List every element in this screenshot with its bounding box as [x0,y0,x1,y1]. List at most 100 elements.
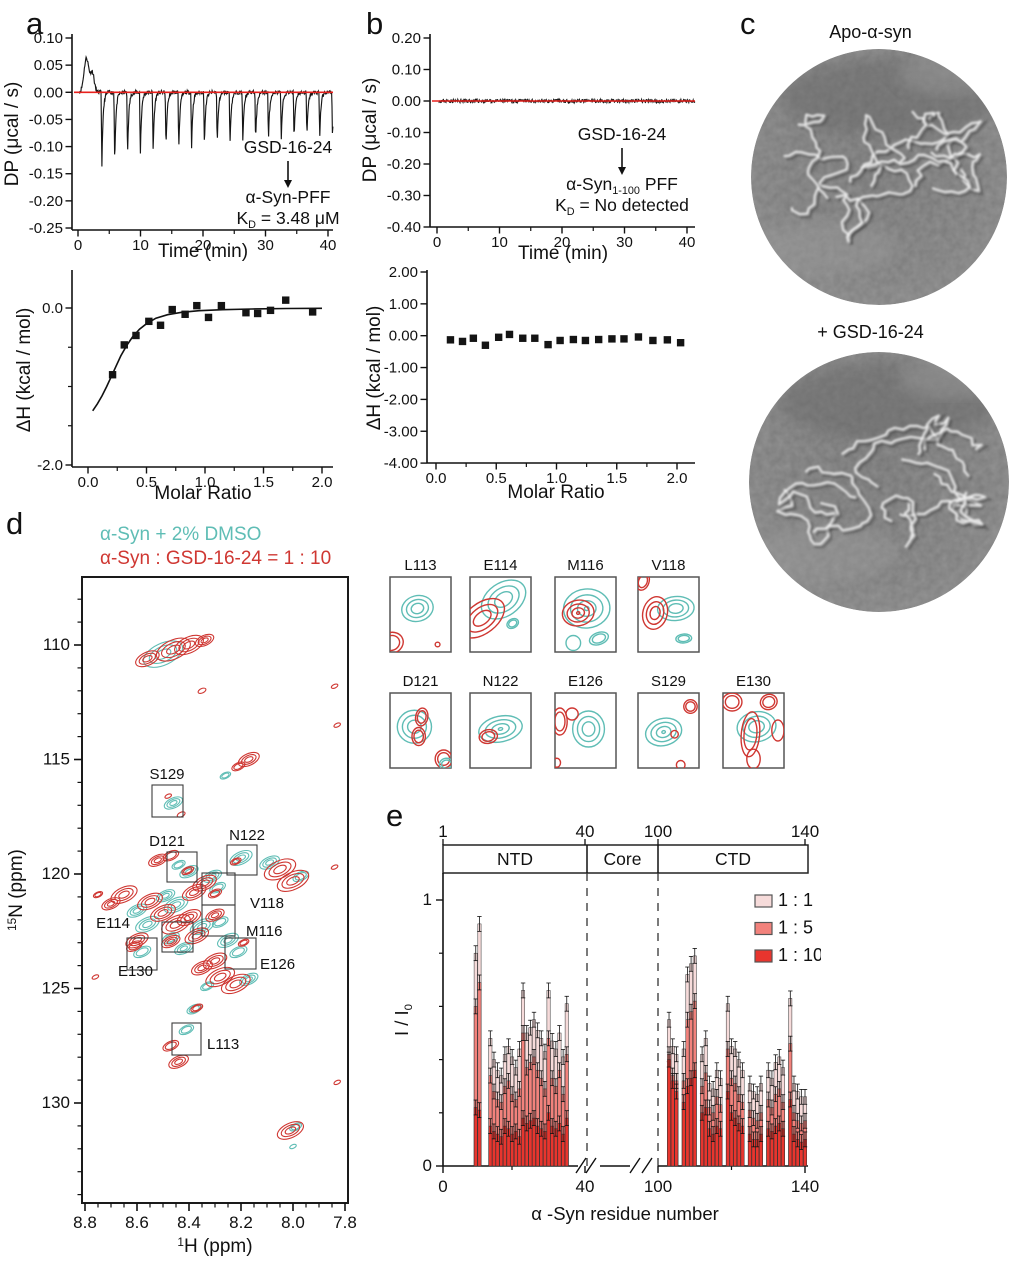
y-tick-label: -2.0 [37,457,63,474]
residue-box-S129 [151,784,184,818]
bars [473,916,808,1167]
domain-label-CTD: CTD [715,849,751,869]
x-tick-label: 7.8 [333,1213,357,1232]
data-point [581,336,590,345]
x-tick-label: 1.0 [195,474,216,491]
bar-residue-30 [546,1112,551,1167]
bar-residue-105 [674,1091,679,1167]
x-tick-label: 8.0 [281,1213,305,1232]
data-point [120,341,128,349]
inset-label-L113: L113 [404,557,436,574]
panel-d-letter: d [6,506,24,541]
x-tick-label: 10 [132,237,149,254]
x-axis-title: Molar Ratio [154,483,251,504]
y-tick-label: 120 [42,864,70,883]
annotation-target: α-Syn1-100 PFF [566,174,678,197]
data-point [505,330,514,339]
y-tick-label: -0.20 [29,193,63,210]
x-tick-label: 0.0 [426,470,447,487]
inset-label-D121: D121 [403,673,439,690]
annotation-ligand: GSD-16-24 [578,124,667,144]
data-point [132,331,140,340]
x-tick-label: 0 [433,234,441,251]
y-tick-label: 125 [42,979,70,998]
y-tick-label: 115 [43,750,70,769]
legend-swatch [754,949,773,963]
residue-box-N122 [226,844,258,876]
x-tick-label: 8.6 [125,1213,149,1232]
panel-c-em-images [749,49,1009,612]
x-axis-title: Molar Ratio [507,482,604,503]
data-point [663,336,672,344]
data-point [649,336,657,345]
x-axis-title: Time (min) [518,243,608,264]
y-tick-label: 2.00 [389,264,418,281]
inset-E126: E126 [554,673,617,769]
residue-box-L113 [171,1022,202,1056]
y-tick-label: 130 [42,1093,70,1112]
residue-label-N122: N122 [229,827,265,844]
legend-swatch [754,894,773,908]
residue-label-V118: V118 [250,895,284,912]
top-tick-label: 1 [438,822,447,841]
x-tick-label: 40 [320,237,337,254]
em-apo-circle [751,49,1007,305]
domain-bar: NTD Core CTD [442,844,809,874]
residue-label-S129: S129 [149,766,184,783]
data-point [217,301,226,310]
data-point [544,340,552,349]
residue-label-E126: E126 [260,956,295,973]
dh-isotherm: 2.00 1.00 0.00 -1.00 -2.00 -3.00 -4.00 0.0 0.5 1.… [364,264,695,503]
residue-label-E130: E130 [118,963,153,980]
bar-residue-109 [689,1077,693,1167]
y-tick-label: 110 [43,635,70,654]
y-tick-label: 0 [423,1156,432,1175]
data-point [620,335,628,343]
data-point [494,333,503,341]
x-tick-label: 140 [791,1177,819,1196]
y-tick-label: 0.20 [392,30,421,47]
residue-label-L113: L113 [207,1036,239,1053]
y-axis-title: ΔH (kcal / mol) [364,306,385,431]
bar-residue-119 [725,1091,730,1167]
inset-label-V118: V118 [652,557,686,574]
panel-c-letter: c [740,6,756,41]
y-tick-label: -0.05 [29,111,63,128]
x-tick-label: 0 [438,1177,447,1196]
inset-D121: D121 [389,673,452,769]
panel-d-legend-dmso: α-Syn + 2% DMSO [100,524,262,545]
data-point [556,336,564,345]
y-tick-label: 0.10 [34,30,63,47]
inset-label-N122: N122 [483,673,519,690]
y-tick-label: -0.40 [387,219,421,236]
y-tick-label: -0.30 [387,188,421,205]
x-tick-label: 1.5 [606,470,627,487]
data-point [519,334,527,342]
data-point [145,317,153,326]
x-tick-label: 20 [554,234,571,251]
residue-label-D121: D121 [149,833,185,850]
x-tick-label: 1.0 [546,470,567,487]
bar-residue-113 [703,1107,708,1167]
data-point [569,335,578,344]
y-tick-label: 1 [423,890,432,909]
residue-box-D121 [166,851,198,883]
residue-label-E114: E114 [96,915,130,932]
x-tick-label: 30 [616,234,633,251]
data-point [481,341,490,349]
data-point [458,337,467,346]
fibril-cross-sections [783,110,989,246]
data-point [282,296,290,304]
data-point [676,339,685,347]
y-tick-label: -4.00 [384,455,418,472]
data-point [168,305,176,314]
y-tick-label: 0.05 [34,57,63,74]
data-point [266,306,275,315]
bar-legend: 1 : 1 1 : 5 1 : 10 [754,890,821,965]
bar-residue-104 [670,1080,675,1167]
panel-c-title-apo: Apo-α-syn [829,22,912,42]
